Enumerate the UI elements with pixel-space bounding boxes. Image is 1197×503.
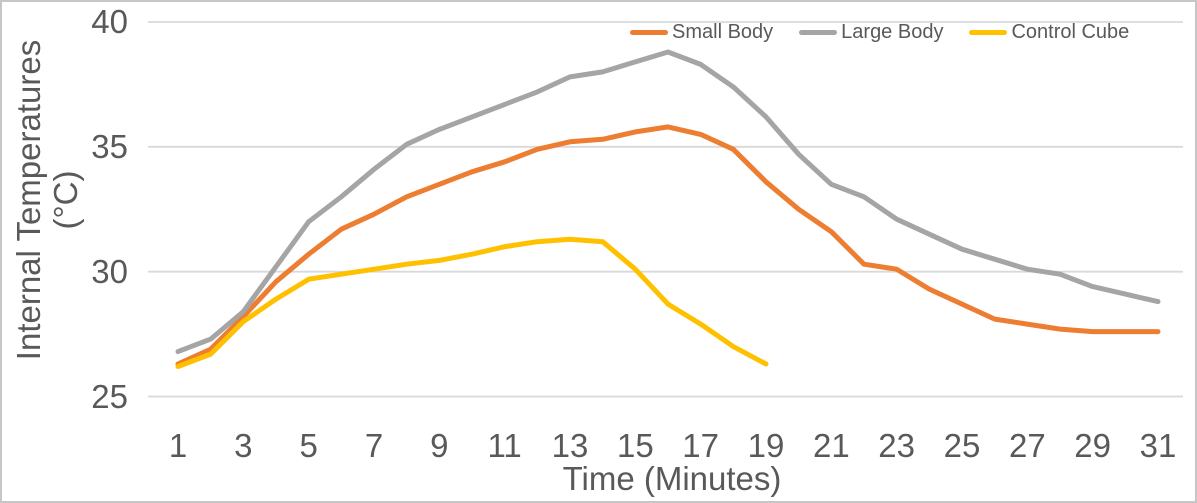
legend-label: Large Body bbox=[841, 21, 944, 43]
legend-item-large-body: Large Body bbox=[799, 21, 943, 44]
x-tick-label-3: 3 bbox=[234, 427, 253, 464]
x-tick-label-29: 29 bbox=[1074, 427, 1112, 464]
x-tick-label-1: 1 bbox=[168, 427, 188, 464]
y-tick-label-30: 30 bbox=[91, 252, 128, 290]
legend-swatch-icon bbox=[799, 30, 838, 35]
x-tick-label-11: 11 bbox=[487, 427, 522, 464]
x-tick-label-25: 25 bbox=[943, 427, 981, 464]
x-tick-label-17: 17 bbox=[682, 427, 720, 464]
legend-item-control-cube: Control Cube bbox=[969, 21, 1129, 44]
y-tick-label-35: 35 bbox=[91, 127, 128, 165]
legend: Small Body Large Body Control Cube bbox=[630, 21, 1129, 44]
legend-item-small-body: Small Body bbox=[630, 21, 773, 44]
legend-swatch-icon bbox=[630, 30, 668, 35]
x-tick-label-23: 23 bbox=[878, 427, 916, 464]
x-tick-label-7: 7 bbox=[364, 427, 384, 464]
x-tick-label-19: 19 bbox=[747, 427, 785, 464]
x-tick-label-21: 21 bbox=[812, 427, 850, 464]
x-axis-title: Time (Minutes) bbox=[562, 460, 782, 497]
y-tick-label-40: 40 bbox=[91, 3, 128, 40]
y-axis-title-line1: Internal Temperatures bbox=[10, 39, 48, 361]
y-tick-label-25: 25 bbox=[91, 377, 128, 415]
legend-label: Small Body bbox=[672, 21, 774, 43]
x-tick-label-27: 27 bbox=[1008, 427, 1046, 464]
legend-swatch-icon bbox=[969, 30, 1008, 35]
x-tick-label-5: 5 bbox=[299, 427, 318, 464]
series-line-small-body bbox=[175, 124, 1161, 367]
y-axis-title: Internal Temperatures (°C) bbox=[10, 39, 85, 361]
x-tick-label-31: 31 bbox=[1139, 427, 1177, 464]
series-line-control-cube bbox=[175, 236, 769, 369]
x-tick-label-13: 13 bbox=[551, 427, 589, 464]
legend-label: Control Cube bbox=[1011, 21, 1130, 43]
x-tick-label-15: 15 bbox=[616, 427, 654, 464]
y-axis-title-line2: (°C) bbox=[47, 170, 84, 230]
series-line-large-body bbox=[175, 49, 1161, 355]
x-tick-label-9: 9 bbox=[430, 427, 449, 464]
